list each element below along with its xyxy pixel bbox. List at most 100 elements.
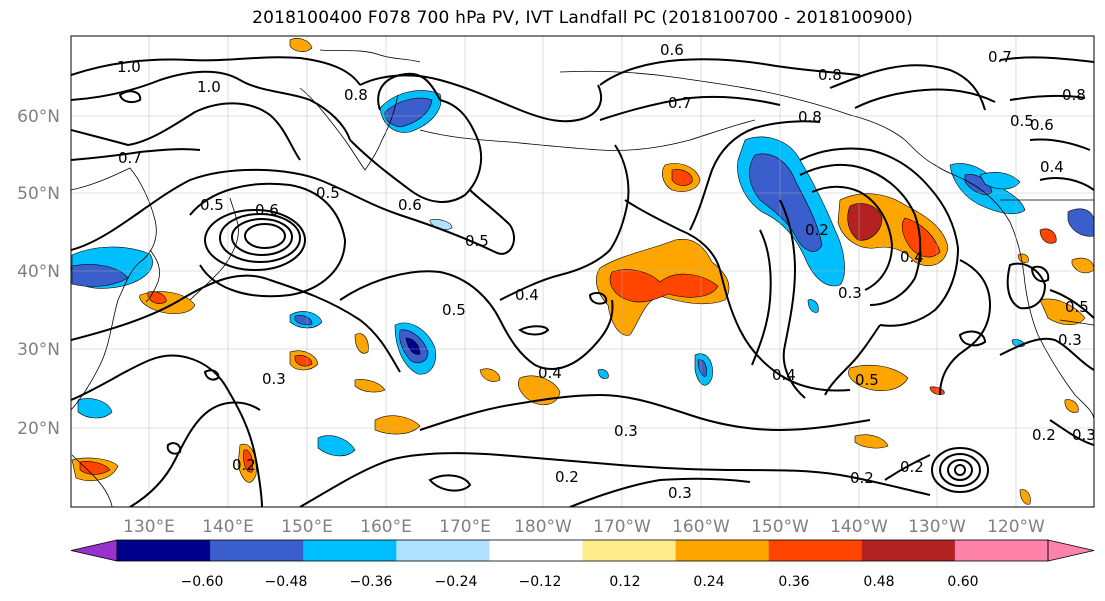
- positive-anomaly: [854, 434, 889, 449]
- contour-label: 0.4: [1040, 158, 1064, 176]
- negative-anomaly: [429, 219, 453, 230]
- contour-label: 0.2: [900, 458, 924, 476]
- pv-contour: [428, 474, 472, 492]
- pv-contour: [569, 477, 751, 507]
- colorbar-segment: [675, 540, 770, 561]
- positive-anomaly-core: [79, 461, 111, 475]
- contour-label: 0.8: [1062, 86, 1086, 104]
- north-america-coastline: [964, 179, 1094, 421]
- alaska-coastline: [559, 70, 966, 181]
- lat-label: 20°N: [17, 419, 60, 439]
- colorbar-segment: [861, 540, 956, 561]
- colorbar-tick-label: 0.24: [693, 574, 724, 590]
- pv-contour: [203, 369, 220, 381]
- lon-label: 140°W: [830, 517, 888, 537]
- colorbar-segment: [303, 540, 397, 561]
- pv-contour: [71, 56, 361, 86]
- pv-contour: [854, 88, 996, 109]
- korea-coastline: [145, 249, 160, 303]
- positive-anomaly: [374, 415, 421, 435]
- pv-contour: [1009, 94, 1086, 101]
- contour-label: 0.4: [538, 364, 562, 382]
- pv-contour: [588, 292, 608, 305]
- pv-contour: [129, 401, 261, 507]
- pv-contour: [799, 163, 922, 306]
- lon-label: 150°E: [281, 517, 333, 537]
- colorbar-tick-label: −0.12: [519, 574, 562, 590]
- pv-ring: [947, 459, 974, 481]
- gridlines: [71, 36, 1094, 507]
- contour-label: 0.3: [668, 484, 692, 502]
- contour-label: 0.3: [614, 422, 638, 440]
- positive-anomaly: [147, 291, 167, 304]
- colorbar-tick-label: −0.48: [265, 574, 308, 590]
- colorbar-max-arrow: [1047, 539, 1095, 562]
- pv-contour: [1049, 419, 1094, 446]
- pv-contour: [1049, 289, 1094, 319]
- pv-contour: [1030, 265, 1050, 283]
- contour-label: 0.6: [255, 201, 279, 219]
- positive-anomaly: [1039, 298, 1086, 326]
- colorbar-segment: [396, 540, 490, 561]
- pv-contour: [884, 454, 931, 481]
- pv-contour: [359, 74, 603, 123]
- pv-contour: [339, 270, 614, 370]
- pv-contour: [71, 148, 201, 161]
- positive-anomaly: [354, 333, 369, 354]
- pv-contour: [118, 90, 142, 104]
- contour-label: 0.2: [850, 469, 874, 487]
- pv-ring: [939, 453, 982, 487]
- lat-label: 40°N: [17, 262, 60, 282]
- contour-label: 0.7: [988, 48, 1012, 66]
- pv-contour: [499, 144, 630, 301]
- kamchatka-coastline: [299, 87, 399, 171]
- positive-anomaly: [479, 368, 501, 382]
- pv-contour: [1039, 177, 1094, 191]
- positive-anomaly: [1064, 399, 1079, 413]
- contour-label: 0.6: [398, 196, 422, 214]
- pv-contour: [811, 185, 894, 291]
- lat-label: 30°N: [17, 340, 60, 360]
- colorbar-outline: [116, 539, 1049, 562]
- negative-anomaly: [77, 398, 113, 419]
- positive-anomaly-core: [901, 217, 941, 258]
- colorbar: [70, 539, 1095, 562]
- contour-label: 0.6: [660, 41, 684, 59]
- positive-anomaly: [354, 379, 386, 393]
- colorbar-tick-label: 0.60: [947, 574, 978, 590]
- pv-ring: [219, 213, 302, 263]
- positive-anomaly-core: [294, 355, 313, 367]
- lon-label: 160°W: [672, 517, 730, 537]
- pv-ring: [231, 218, 294, 256]
- shaded-anomalies: [71, 38, 1094, 505]
- pv-contour: [71, 354, 263, 507]
- pv-ring: [204, 209, 307, 271]
- positive-anomaly-core: [671, 169, 693, 186]
- colorbar-tick-label: 0.12: [609, 574, 640, 590]
- contour-label: 0.8: [818, 66, 842, 84]
- contour-label: 0.2: [1032, 426, 1056, 444]
- map-title: 2018100400 F078 700 hPa PV, IVT Landfall…: [252, 8, 913, 28]
- contour-label: 0.5: [316, 184, 340, 202]
- lon-label: 120°W: [987, 517, 1045, 537]
- positive-anomaly: [518, 375, 561, 405]
- contour-label: 0.5: [465, 232, 489, 250]
- negative-anomaly-core: [964, 174, 993, 195]
- pv-contour: [829, 64, 986, 111]
- contour-label: 0.3: [1058, 331, 1082, 349]
- contour-label: 0.7: [668, 94, 692, 112]
- lat-label: 50°N: [17, 184, 60, 204]
- pv-contour: [71, 168, 515, 255]
- colorbar-segment: [489, 540, 583, 561]
- positive-anomaly: [848, 365, 909, 391]
- colorbar-tick-label: −0.24: [435, 574, 478, 590]
- negative-anomaly-core: [749, 153, 823, 252]
- negative-anomaly-core: [697, 359, 707, 377]
- coastlines: [71, 49, 1094, 507]
- contour-label: 0.3: [262, 370, 286, 388]
- pv-ring: [244, 223, 287, 249]
- colorbar-tick-labels: −0.60 −0.48 −0.36 −0.24 −0.12 0.12 0.24 …: [181, 574, 979, 590]
- pv-contour: [958, 330, 987, 347]
- lon-label: 170°E: [439, 517, 491, 537]
